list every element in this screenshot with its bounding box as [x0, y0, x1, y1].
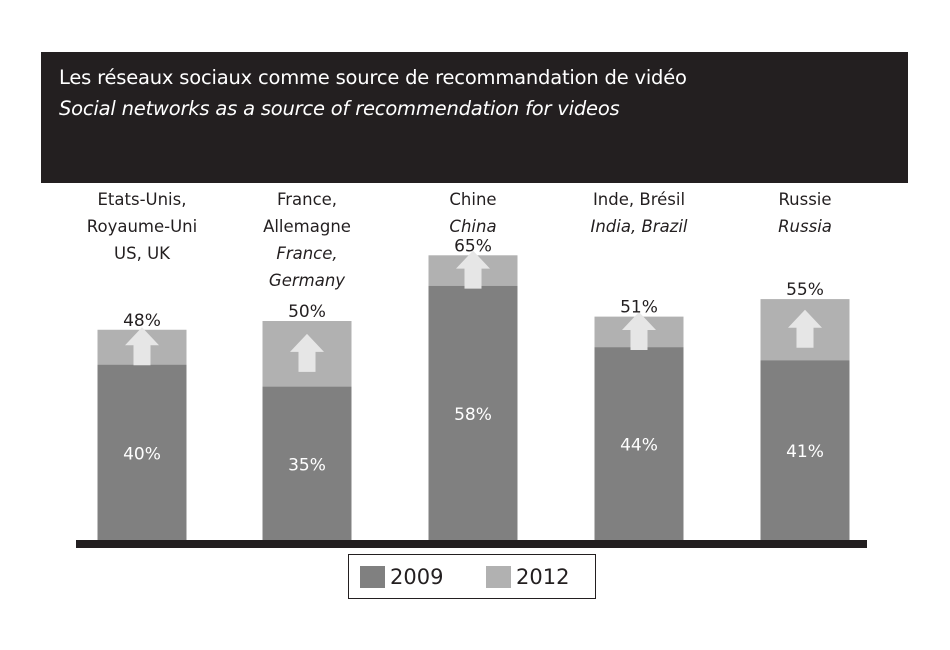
chart-legend: 2009 2012 — [348, 554, 596, 599]
category-label: Russia — [778, 217, 832, 236]
category-label: US, UK — [114, 244, 171, 263]
data-label-2012: 65% — [454, 236, 492, 256]
data-label-2012: 50% — [288, 302, 326, 322]
category-label: China — [449, 217, 496, 236]
bar-2009 — [428, 285, 518, 540]
legend-swatch-2009 — [360, 566, 385, 588]
category-label: India, Brazil — [590, 217, 687, 236]
data-label-2012: 51% — [620, 298, 658, 318]
legend-label-2012: 2012 — [516, 565, 570, 589]
bar-2009 — [760, 360, 850, 540]
data-label-2009: 35% — [288, 455, 326, 475]
bar-2009 — [594, 347, 684, 540]
up-arrow-icon — [290, 333, 324, 372]
bar-2009 — [97, 364, 187, 540]
chart-header: Les réseaux sociaux comme source de reco… — [41, 52, 908, 183]
category-label: Germany — [269, 271, 345, 290]
category-label: Royaume-Uni — [87, 217, 197, 236]
x-axis-baseline — [76, 540, 867, 548]
category-label: Allemagne — [263, 217, 351, 236]
chart-title: Les réseaux sociaux comme source de reco… — [59, 66, 687, 89]
category-label: Etats-Unis, — [98, 190, 187, 209]
category-label: Inde, Brésil — [593, 190, 685, 209]
up-arrow-icon — [622, 311, 656, 350]
up-arrow-icon — [788, 309, 822, 348]
category-label: Chine — [449, 190, 496, 209]
bar-2009 — [262, 386, 352, 540]
legend-label-2009: 2009 — [390, 565, 444, 589]
data-label-2009: 40% — [123, 444, 161, 464]
category-label: France, — [276, 244, 337, 263]
category-label: France, — [277, 190, 337, 209]
data-label-2009: 58% — [454, 405, 492, 425]
up-arrow-icon — [456, 250, 490, 289]
chart-subtitle: Social networks as a source of recommend… — [59, 97, 620, 120]
data-label-2012: 48% — [123, 311, 161, 331]
data-label-2012: 55% — [786, 280, 824, 300]
category-label: Russie — [778, 190, 831, 209]
up-arrow-icon — [125, 327, 159, 366]
data-label-2009: 41% — [786, 442, 824, 462]
legend-swatch-2012 — [486, 566, 511, 588]
data-label-2009: 44% — [620, 436, 658, 456]
